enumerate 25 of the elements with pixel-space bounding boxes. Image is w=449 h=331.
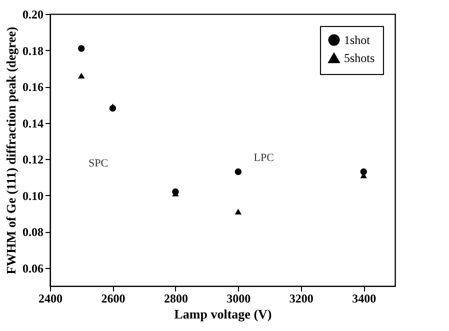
x-tick-label: 2800 [164, 292, 188, 306]
y-axis-title: FWHM of Ge (111) diffraction peak (degree) [4, 26, 18, 274]
legend-label: 1shot [344, 33, 371, 47]
x-tick-label: 3400 [352, 292, 376, 306]
y-tick-label: 0.10 [22, 188, 44, 203]
x-tick-label: 2400 [38, 292, 62, 306]
legend-label: 5shots [344, 51, 376, 65]
point [234, 168, 242, 176]
x-tick-label: 3000 [226, 292, 251, 306]
y-tick-label: 0.12 [22, 152, 44, 167]
x-axis-title: Lamp voltage (V) [174, 306, 272, 322]
point [78, 72, 85, 79]
y-tick-label: 0.08 [22, 225, 44, 240]
y-tick-label: 0.06 [22, 261, 44, 276]
annotation: SPC [88, 158, 108, 170]
x-tick-label: 2600 [101, 292, 126, 306]
y-tick-label: 0.14 [22, 116, 44, 130]
y-tick-label: 0.20 [22, 8, 44, 22]
point [234, 208, 242, 215]
y-tick-label: 0.16 [22, 80, 44, 94]
point [109, 104, 116, 110]
x-tick-label: 3200 [289, 292, 314, 306]
annotation: LPC [254, 152, 274, 164]
point [78, 45, 85, 52]
y-tick-label: 0.18 [22, 44, 44, 58]
